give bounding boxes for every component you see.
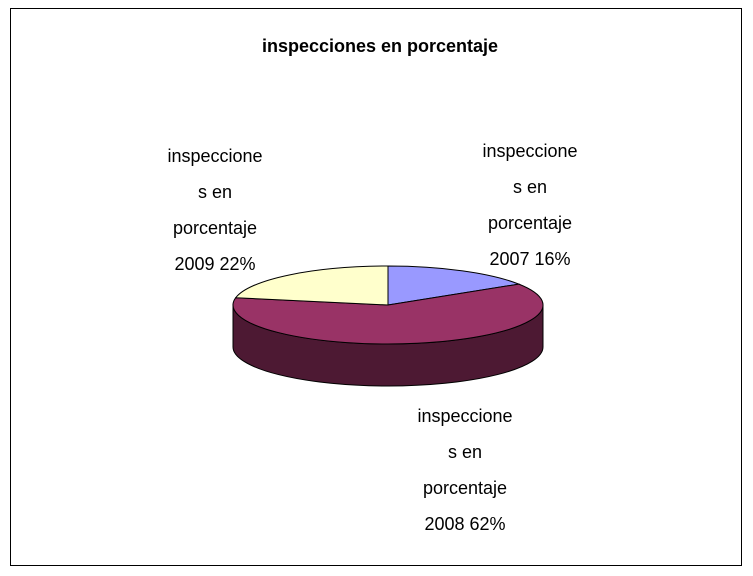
label-part: 16% — [534, 249, 571, 269]
label-part: 62% — [469, 514, 506, 534]
label-part: 22% — [219, 254, 256, 274]
label-part: inspecciones en porcentaje — [167, 146, 263, 238]
slice — [232, 283, 544, 345]
data-label: inspecciones en porcentaje 2007 16% — [480, 133, 580, 277]
slice — [234, 265, 389, 306]
label-part: inspecciones en porcentaje — [482, 141, 578, 233]
label-part: inspecciones en porcentaje — [417, 406, 513, 498]
label-part: 2009 — [174, 254, 215, 274]
label-part: 2008 — [424, 514, 465, 534]
slice — [387, 265, 521, 306]
data-label: inspecciones en porcentaje 2008 62% — [415, 398, 515, 542]
chart-title: inspecciones en porcentaje — [262, 36, 498, 56]
label-part: 2007 — [489, 249, 530, 269]
data-label: inspecciones en porcentaje 2009 22% — [165, 138, 265, 282]
